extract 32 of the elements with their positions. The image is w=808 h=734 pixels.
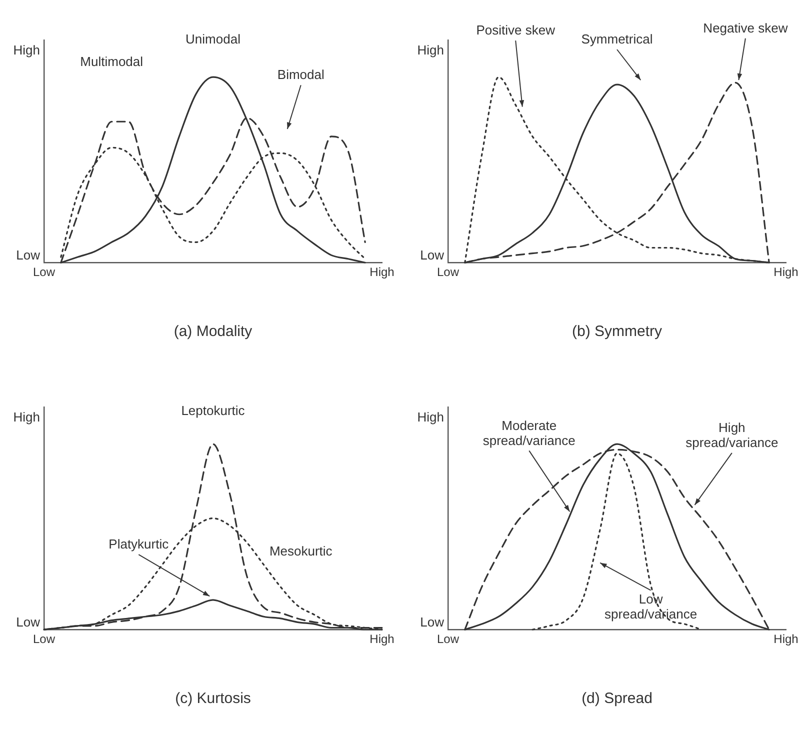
annotation: Platykurtic xyxy=(108,536,170,552)
x-tick-label: Low xyxy=(436,632,460,646)
text: High xyxy=(13,410,40,425)
text: Unimodal xyxy=(186,32,241,47)
annotation: High spread/variance xyxy=(686,420,778,450)
annotation: Low spread/variance xyxy=(604,591,698,622)
text: Positive skew xyxy=(476,22,556,38)
text: (b) Symmetry xyxy=(572,323,662,340)
text: Low xyxy=(16,248,41,262)
text: (a) Modality xyxy=(174,323,253,340)
annotation: Moderate spread/variance xyxy=(482,418,576,448)
annotation: Bimodal xyxy=(277,67,324,82)
text: (c) Kurtosis xyxy=(175,690,251,708)
x-tick-label: High xyxy=(370,265,394,280)
text: Leptokurtic xyxy=(181,403,246,418)
text: Low xyxy=(16,614,41,630)
x-tick-label: High xyxy=(774,265,798,280)
x-tick-label: High xyxy=(774,632,798,646)
text: High xyxy=(13,42,40,58)
annotation: Mesokurtic xyxy=(269,543,333,558)
text: Low xyxy=(420,614,445,630)
text: High xyxy=(417,410,444,425)
text: Negative skew xyxy=(703,20,788,36)
text: Low xyxy=(420,248,445,262)
text: Multimodal xyxy=(80,54,144,69)
text: (d) Spread xyxy=(582,690,652,708)
text: Symmetrical xyxy=(581,32,653,47)
x-tick-label: Low xyxy=(436,265,460,280)
x-tick-label: High xyxy=(370,632,394,646)
text: High xyxy=(417,42,444,58)
x-tick-label: Low xyxy=(32,265,56,280)
x-tick-label: Low xyxy=(32,632,56,646)
